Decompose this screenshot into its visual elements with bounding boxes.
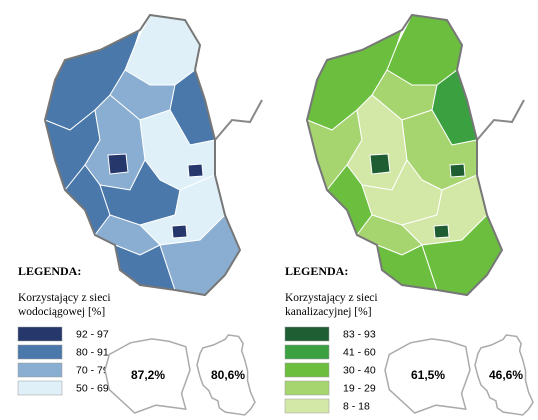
legend-title: LEGENDA: — [18, 264, 81, 278]
legend-swatch — [284, 326, 330, 342]
legend-label: 41 - 60 — [343, 346, 376, 358]
border-line — [476, 99, 525, 141]
district — [433, 224, 450, 239]
district — [187, 163, 204, 178]
legend-swatch — [284, 362, 330, 378]
legend-label: 92 - 97 — [76, 328, 109, 340]
legend-swatch — [17, 380, 63, 396]
legend-caption: wodociągowej [%] — [18, 306, 105, 318]
legend-label: 8 - 18 — [343, 400, 370, 412]
border-line — [214, 99, 263, 141]
region-small-outline — [474, 334, 534, 416]
map — [43, 13, 242, 297]
legend-caption: Korzystający z sieci — [18, 292, 111, 304]
poland-outline — [384, 338, 471, 414]
region-small-outline — [196, 334, 256, 416]
legend-swatch — [17, 362, 63, 378]
poland-outline — [104, 338, 191, 414]
legend-swatch — [17, 326, 63, 342]
legend-swatch — [284, 398, 330, 414]
legend-swatch — [284, 380, 330, 396]
legend-label: 83 - 93 — [343, 328, 376, 340]
legend-label: 50 - 69 — [76, 382, 109, 394]
legend-label: 19 - 29 — [343, 382, 376, 394]
region-outline — [305, 13, 504, 297]
legend-caption: kanalizacyjnej [%] — [285, 306, 372, 318]
legend-title: LEGENDA: — [285, 264, 348, 278]
legend-label: 70 - 79 — [76, 364, 109, 376]
poland-value: 61,5% — [411, 368, 445, 382]
legend-swatch — [284, 344, 330, 360]
poland-value: 87,2% — [131, 368, 165, 382]
district — [107, 153, 129, 175]
district — [171, 224, 188, 239]
legend-label: 30 - 40 — [343, 364, 376, 376]
legend-swatch — [17, 344, 63, 360]
region-outline — [43, 13, 242, 297]
region-value: 46,6% — [489, 368, 523, 382]
map — [305, 13, 504, 297]
legend-label: 80 - 91 — [76, 346, 109, 358]
district — [449, 163, 466, 178]
region-value: 80,6% — [211, 368, 245, 382]
district — [369, 153, 391, 175]
legend-caption: Korzystający z sieci — [285, 292, 378, 304]
